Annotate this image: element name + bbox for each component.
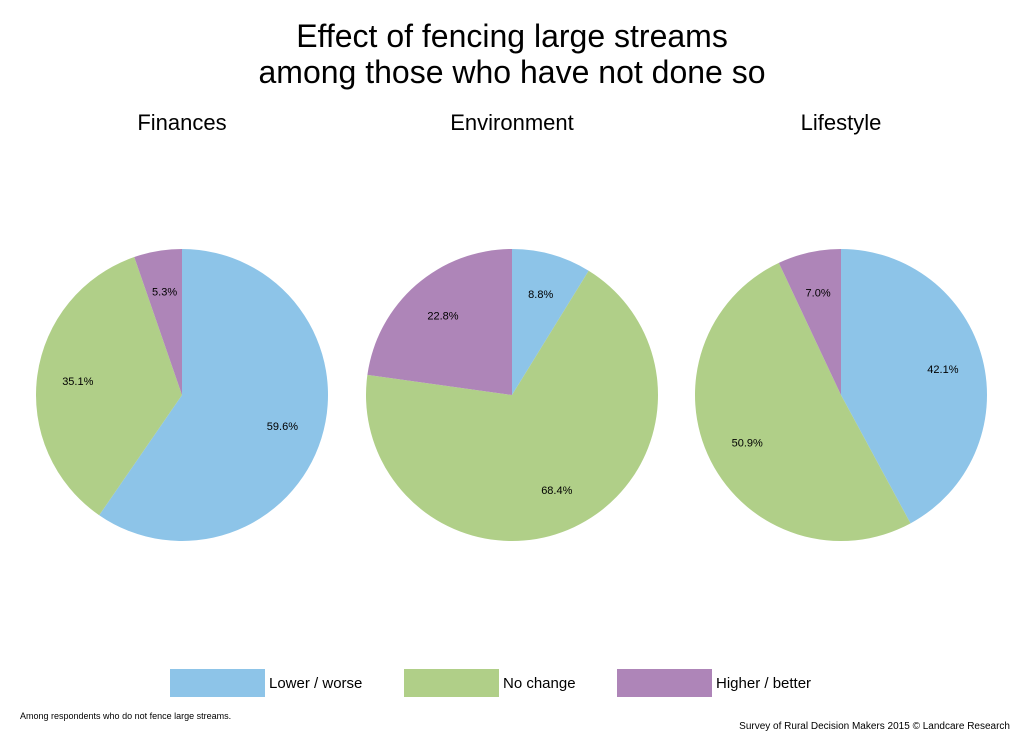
legend-swatch-higher [617,669,712,697]
credit: Survey of Rural Decision Makers 2015 © L… [739,721,1010,732]
pie-chart-finances: Finances 59.6% 35.1% 5.3% [35,110,328,541]
legend-label-nochange: No change [503,675,576,692]
pie-data-label-lower: 59.6% [267,421,298,433]
pie-data-label-higher: 7.0% [806,287,831,299]
pie-slice-higher [367,248,512,395]
pie-slice-higher [778,249,841,395]
pie-chart-lifestyle: Lifestyle 42.1% 50.9% 7.0% [694,110,987,541]
legend-swatch-nochange [404,669,499,697]
pie-data-label-nochange: 68.4% [541,485,572,497]
pie-slice-lower [512,249,589,395]
pie-title: Environment [450,110,574,135]
pie-slice-lower [841,249,987,524]
pie-data-label-lower: 8.8% [528,289,553,301]
pie-slice-nochange [366,270,658,541]
pie-data-label-nochange: 50.9% [732,437,763,449]
pie-title: Finances [137,110,226,135]
legend-swatch-lower [170,669,265,697]
pie-data-label-lower: 42.1% [927,364,958,376]
pie-slice-nochange [694,262,911,541]
legend: Lower / worse No change Higher / better [0,669,1024,699]
pie-slice-nochange [35,257,182,516]
pie-slice-lower [99,249,328,541]
pie-title: Lifestyle [801,110,882,135]
pie-slice-higher [134,249,182,395]
chart-title: Effect of fencing large streams among th… [0,18,1024,90]
pie-chart-environment: Environment 8.8% 68.4% 22.8% [366,110,658,541]
pie-data-label-nochange: 35.1% [62,376,93,388]
chart-title-line-2: among those who have not done so [258,54,766,90]
chart-title-line-1: Effect of fencing large streams [296,18,728,54]
pie-data-label-higher: 22.8% [427,311,458,323]
legend-label-lower: Lower / worse [269,675,363,692]
footnote: Among respondents who do not fence large… [20,711,232,721]
pie-data-label-higher: 5.3% [152,286,177,298]
legend-label-higher: Higher / better [716,675,812,692]
